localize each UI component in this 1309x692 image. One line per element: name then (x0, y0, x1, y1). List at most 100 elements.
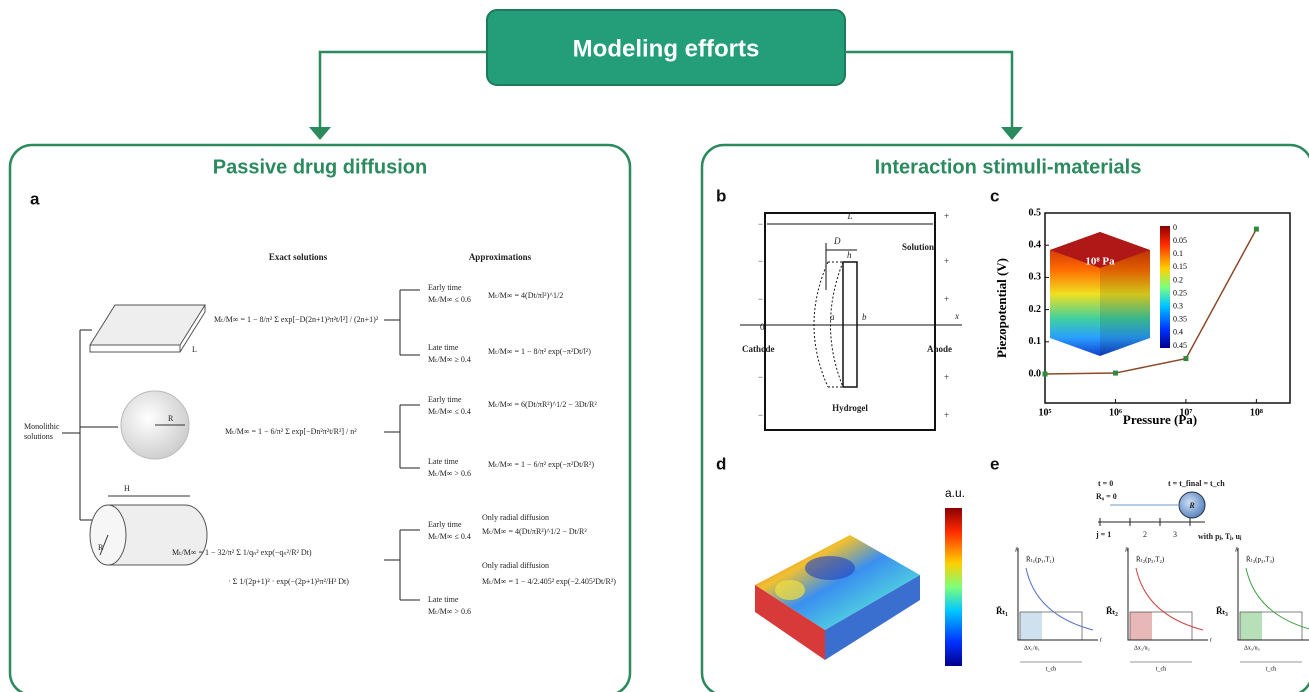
marker (1183, 356, 1188, 361)
dim-label: R (98, 543, 104, 552)
header-title: Modeling efforts (573, 35, 760, 62)
equation: · Σ 1/(2p+1)² · exp(−(2p+1)²π²/H² Dt) (228, 577, 349, 586)
time-label: t = t_final = t_ch (1168, 479, 1225, 488)
electrode-label: Cathode (742, 344, 775, 354)
condition: Mₜ/M∞ ≤ 0.4 (428, 532, 471, 541)
condition: Late time (428, 343, 459, 352)
dim-label: H (124, 484, 130, 493)
panel-a: a Exact solutions Approximations L R H R… (30, 189, 616, 615)
note: with pⱼ, Tⱼ, uⱼ (1198, 532, 1242, 541)
inset-colorbar (1160, 226, 1170, 348)
condition: Early time (428, 520, 462, 529)
point-label: b (862, 312, 867, 322)
dim-label: D (833, 236, 841, 246)
condition: Mₜ/M∞ ≤ 0.4 (428, 407, 471, 416)
tch-label: t_ch (1266, 666, 1276, 672)
left-box (10, 145, 630, 692)
note: Only radial diffusion (482, 513, 549, 522)
marker (1113, 371, 1118, 376)
colorbar (945, 508, 962, 666)
segment-label: 3 (1173, 530, 1177, 539)
arrow (845, 52, 1012, 128)
condition: Mₜ/M∞ ≤ 0.6 (428, 295, 471, 304)
x-tick-label: 10⁷ (1179, 407, 1192, 418)
minus: − (758, 410, 763, 420)
y-tick-label: 0.5 (1029, 207, 1042, 218)
colorbar-tick-label: 0.15 (1173, 262, 1187, 271)
particle-label: R (1188, 501, 1195, 510)
tch-label: t_ch (1156, 666, 1166, 672)
y-tick-label: 0.4 (1029, 240, 1042, 251)
axis-label: R (1014, 547, 1019, 553)
segment-label: 2 (1143, 530, 1147, 539)
section-title: Interaction stimuli-materials (875, 156, 1142, 178)
panel-label: c (990, 186, 999, 205)
equation: Mₜ/M∞ = 4(Dt/πR²)^1/2 − Dt/R² (482, 527, 587, 536)
panel-label: a (30, 189, 40, 208)
time-label: t = 0 (1098, 479, 1113, 488)
colorbar-label: a.u. (945, 486, 965, 500)
plot-ylabel: R̄ₜ₁ (996, 606, 1008, 616)
dim-label: L (846, 211, 852, 221)
plus: + (944, 294, 949, 304)
panel-e: e t = 0 R₀ = 0 t = t_final = t_ch R j = … (990, 454, 1242, 540)
electrode-label: Anode (927, 344, 952, 354)
marker (1254, 227, 1259, 232)
radius-label: R₀ = 0 (1096, 492, 1117, 501)
interval-label: Δx₃/u₃ (1244, 645, 1260, 651)
plus: + (944, 211, 949, 221)
condition: Late time (428, 595, 459, 604)
column-header: Exact solutions (269, 252, 328, 262)
root-label: Monolithic solutions (24, 422, 70, 442)
colorbar-tick-label: 0.25 (1173, 288, 1187, 297)
y-tick-label: 0.0 (1029, 368, 1042, 379)
condition: Mₜ/M∞ ≥ 0.4 (428, 355, 471, 364)
minus: − (758, 256, 763, 266)
plus: + (944, 410, 949, 420)
y-tick-label: 0.2 (1029, 304, 1042, 315)
equation: Mₜ/M∞ = 4(Dt/πl²)^1/2 (488, 291, 563, 300)
panel-c: c Piezopotential (V) Pressure (Pa) 10⁸ P… (990, 186, 1197, 427)
x-tick-label: 10⁸ (1250, 407, 1263, 418)
condition: Late time (428, 457, 459, 466)
equation: Mₜ/M∞ = 1 − 6/π² Σ exp[−Dn²π²t/R²] / n² (225, 427, 357, 436)
axis-label: t (1210, 637, 1212, 643)
panel-label: e (990, 454, 999, 473)
condition: Early time (428, 395, 462, 404)
colorbar-tick-label: 0.4 (1173, 328, 1183, 337)
colorbar-tick-label: 0.05 (1173, 236, 1187, 245)
shaded-area (1130, 612, 1152, 640)
shaded-area (1020, 612, 1042, 640)
colorbar-tick-label: 0.3 (1173, 301, 1183, 310)
equation: Mₜ/M∞ = 1 − 6/π² exp(−π²Dt/R²) (488, 460, 594, 469)
panel-label: b (716, 186, 726, 205)
canvas: Modeling efforts Passive drug diffusion … (0, 0, 1309, 692)
axis-label: R (1234, 547, 1239, 553)
tch-label: t_ch (1046, 666, 1056, 672)
curve-label: Ṙₜ₂(p₂,T₂) (1136, 556, 1165, 564)
inset-label: 10⁸ Pa (1085, 256, 1115, 268)
panel-e-plots: RtR̄ₜ₁Ṙₜ₁(p₁,T₁)Δx₁/u₁t_chRtR̄ₜ₂Ṙₜ₂(p₂,T… (996, 547, 1309, 672)
figure: Modeling efforts Passive drug diffusion … (0, 0, 1309, 692)
plot-ylabel: R̄ₜ₂ (1106, 606, 1118, 616)
colorbar-tick-label: 0.45 (1173, 341, 1187, 350)
arrow-head (309, 127, 331, 140)
axis-label: t (1100, 637, 1102, 643)
shaded-area (1240, 612, 1262, 640)
interval-label: Δx₁/u₁ (1024, 645, 1040, 651)
minus: − (758, 219, 763, 229)
dim-label: R (168, 414, 174, 423)
equation: Mₜ/M∞ = 1 − 8/π² exp(−π²Dt/l²) (488, 347, 591, 356)
plot-ylabel: R̄ₜ₃ (1216, 606, 1228, 616)
blob (805, 556, 855, 580)
origin: 0 (760, 322, 765, 332)
hydrogel-label: Hydrogel (832, 403, 868, 413)
panel-b: b L D h x 0 a b Solution Cathode Anode H… (716, 186, 962, 430)
dim-label: L (192, 345, 197, 354)
bracket-lines (384, 290, 420, 600)
colorbar-tick-label: 0.1 (1173, 249, 1183, 258)
equation: Mₜ/M∞ = 1 − 8/π² Σ exp[−D(2n+1)²π²t/l²] … (214, 315, 379, 324)
equation: Mₜ/M∞ = 1 − 4/2.405² exp(−2.405²Dt/R²) (482, 577, 616, 586)
point-label: a (830, 312, 835, 322)
condition: Mₜ/M∞ > 0.6 (428, 607, 471, 616)
